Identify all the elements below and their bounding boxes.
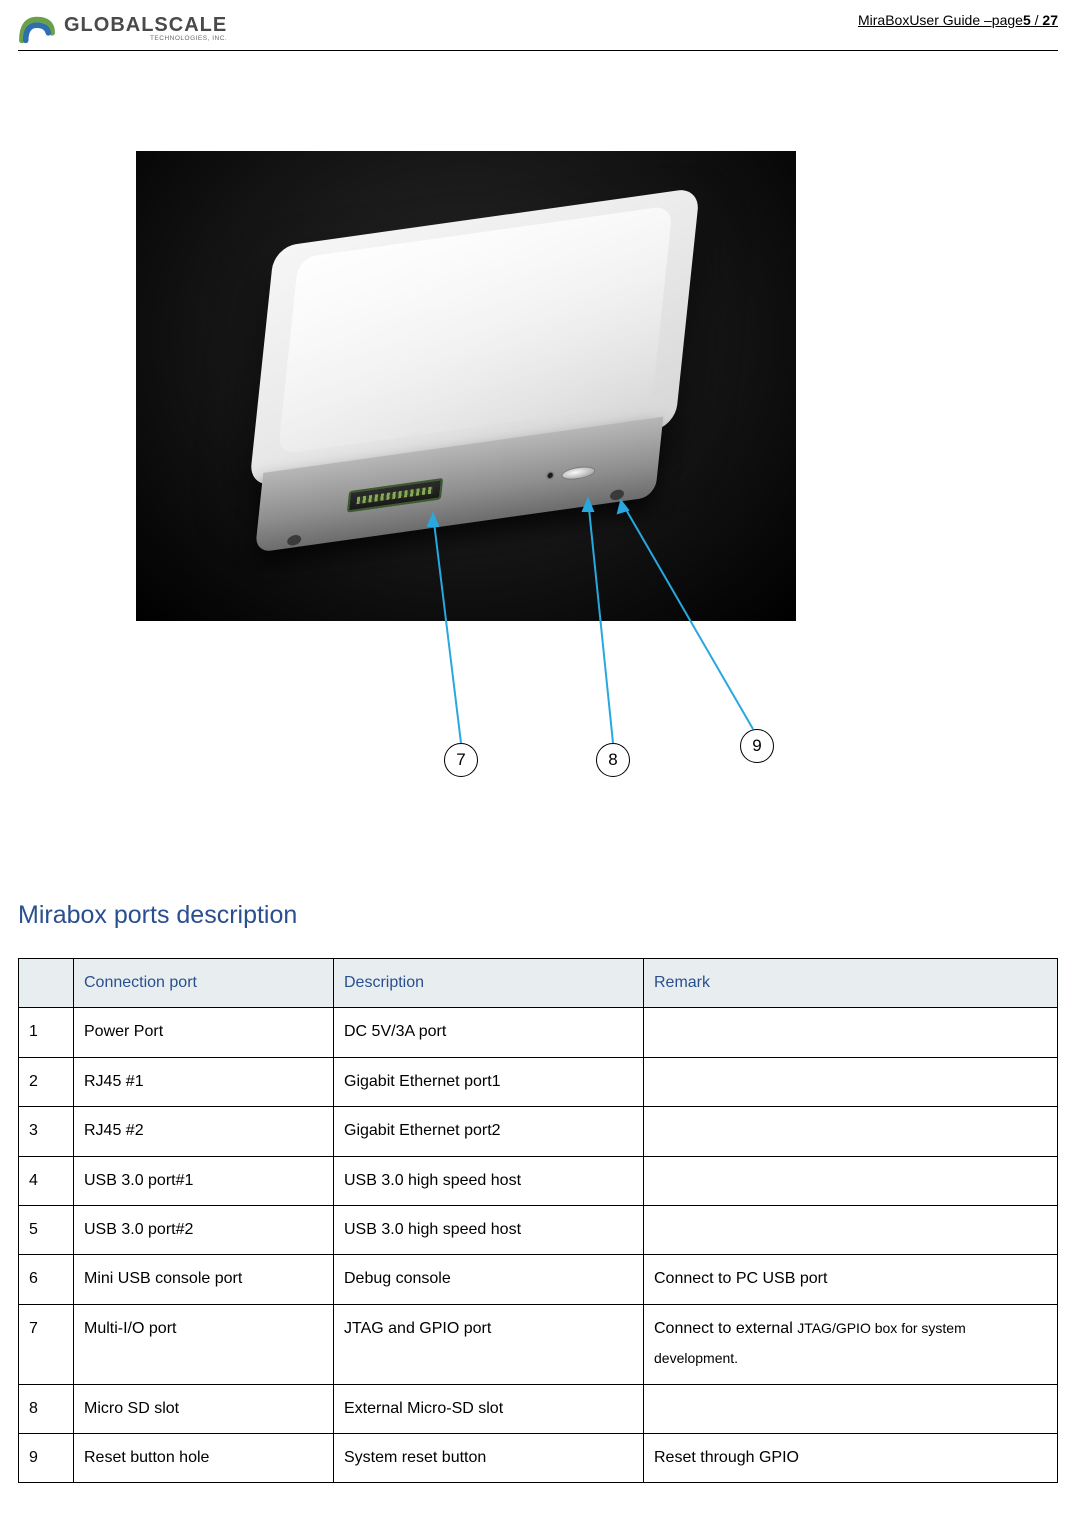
cell-n: 3 xyxy=(19,1107,74,1156)
callout-lines xyxy=(88,151,988,791)
table-row: 3 RJ45 #2 Gigabit Ethernet port2 xyxy=(19,1107,1058,1156)
logo-text-sub: TECHNOLOGIES, INC. xyxy=(64,36,227,43)
header-page-sep: / xyxy=(1031,12,1043,28)
cell-remark xyxy=(644,1107,1058,1156)
cell-remark: Connect to PC USB port xyxy=(644,1255,1058,1304)
cell-remark xyxy=(644,1008,1058,1057)
callout-7: 7 xyxy=(444,743,478,777)
callout-9-label: 9 xyxy=(752,736,761,756)
cell-port: Power Port xyxy=(74,1008,334,1057)
product-figure: 7 8 9 xyxy=(88,151,988,791)
cell-n: 2 xyxy=(19,1057,74,1106)
cell-desc: Debug console xyxy=(334,1255,644,1304)
cell-n: 7 xyxy=(19,1304,74,1384)
cell-desc: DC 5V/3A port xyxy=(334,1008,644,1057)
callout-8-label: 8 xyxy=(608,750,617,770)
col-port: Connection port xyxy=(74,959,334,1008)
callout-9: 9 xyxy=(740,729,774,763)
table-row: 4 USB 3.0 port#1 USB 3.0 high speed host xyxy=(19,1156,1058,1205)
cell-remark xyxy=(644,1384,1058,1433)
cell-remark xyxy=(644,1205,1058,1254)
cell-n: 9 xyxy=(19,1433,74,1482)
header-divider xyxy=(18,50,1058,51)
table-row: 6 Mini USB console port Debug console Co… xyxy=(19,1255,1058,1304)
logo: GLOBALSCALE TECHNOLOGIES, INC. xyxy=(18,12,227,46)
table-row: 9 Reset button hole System reset button … xyxy=(19,1433,1058,1482)
cell-port: RJ45 #1 xyxy=(74,1057,334,1106)
cell-port: USB 3.0 port#1 xyxy=(74,1156,334,1205)
cell-n: 8 xyxy=(19,1384,74,1433)
col-remark: Remark xyxy=(644,959,1058,1008)
header-page-total: 27 xyxy=(1042,12,1058,28)
col-blank xyxy=(19,959,74,1008)
cell-port: RJ45 #2 xyxy=(74,1107,334,1156)
cell-remark-main: Connect to external xyxy=(654,1320,797,1337)
cell-port: Micro SD slot xyxy=(74,1384,334,1433)
table-header-row: Connection port Description Remark xyxy=(19,959,1058,1008)
cell-remark: Connect to external JTAG/GPIO box for sy… xyxy=(644,1304,1058,1384)
cell-desc: Gigabit Ethernet port2 xyxy=(334,1107,644,1156)
cell-n: 1 xyxy=(19,1008,74,1057)
cell-n: 4 xyxy=(19,1156,74,1205)
cell-desc: Gigabit Ethernet port1 xyxy=(334,1057,644,1106)
cell-desc: System reset button xyxy=(334,1433,644,1482)
callout-8: 8 xyxy=(596,743,630,777)
cell-desc: External Micro-SD slot xyxy=(334,1384,644,1433)
cell-port: Multi-I/O port xyxy=(74,1304,334,1384)
logo-icon xyxy=(18,12,56,46)
table-row: 7 Multi-I/O port JTAG and GPIO port Conn… xyxy=(19,1304,1058,1384)
cell-remark xyxy=(644,1156,1058,1205)
ports-table: Connection port Description Remark 1 Pow… xyxy=(18,958,1058,1483)
table-row: 1 Power Port DC 5V/3A port xyxy=(19,1008,1058,1057)
cell-remark xyxy=(644,1057,1058,1106)
cell-port: Reset button hole xyxy=(74,1433,334,1482)
cell-port: USB 3.0 port#2 xyxy=(74,1205,334,1254)
logo-text-main: GLOBALSCALE xyxy=(64,15,227,35)
cell-n: 6 xyxy=(19,1255,74,1304)
header-page-current: 5 xyxy=(1023,12,1031,28)
table-row: 2 RJ45 #1 Gigabit Ethernet port1 xyxy=(19,1057,1058,1106)
cell-port: Mini USB console port xyxy=(74,1255,334,1304)
header-page-link[interactable]: MiraBoxUser Guide –page5 / 27 xyxy=(858,12,1058,28)
cell-desc: JTAG and GPIO port xyxy=(334,1304,644,1384)
cell-desc: USB 3.0 high speed host xyxy=(334,1156,644,1205)
col-desc: Description xyxy=(334,959,644,1008)
header-guide-prefix: MiraBoxUser Guide –page xyxy=(858,12,1023,28)
cell-remark: Reset through GPIO xyxy=(644,1433,1058,1482)
section-title: Mirabox ports description xyxy=(18,901,1058,930)
table-row: 8 Micro SD slot External Micro-SD slot xyxy=(19,1384,1058,1433)
cell-n: 5 xyxy=(19,1205,74,1254)
callout-7-label: 7 xyxy=(456,750,465,770)
page-header: GLOBALSCALE TECHNOLOGIES, INC. MiraBoxUs… xyxy=(18,12,1058,46)
table-row: 5 USB 3.0 port#2 USB 3.0 high speed host xyxy=(19,1205,1058,1254)
cell-desc: USB 3.0 high speed host xyxy=(334,1205,644,1254)
